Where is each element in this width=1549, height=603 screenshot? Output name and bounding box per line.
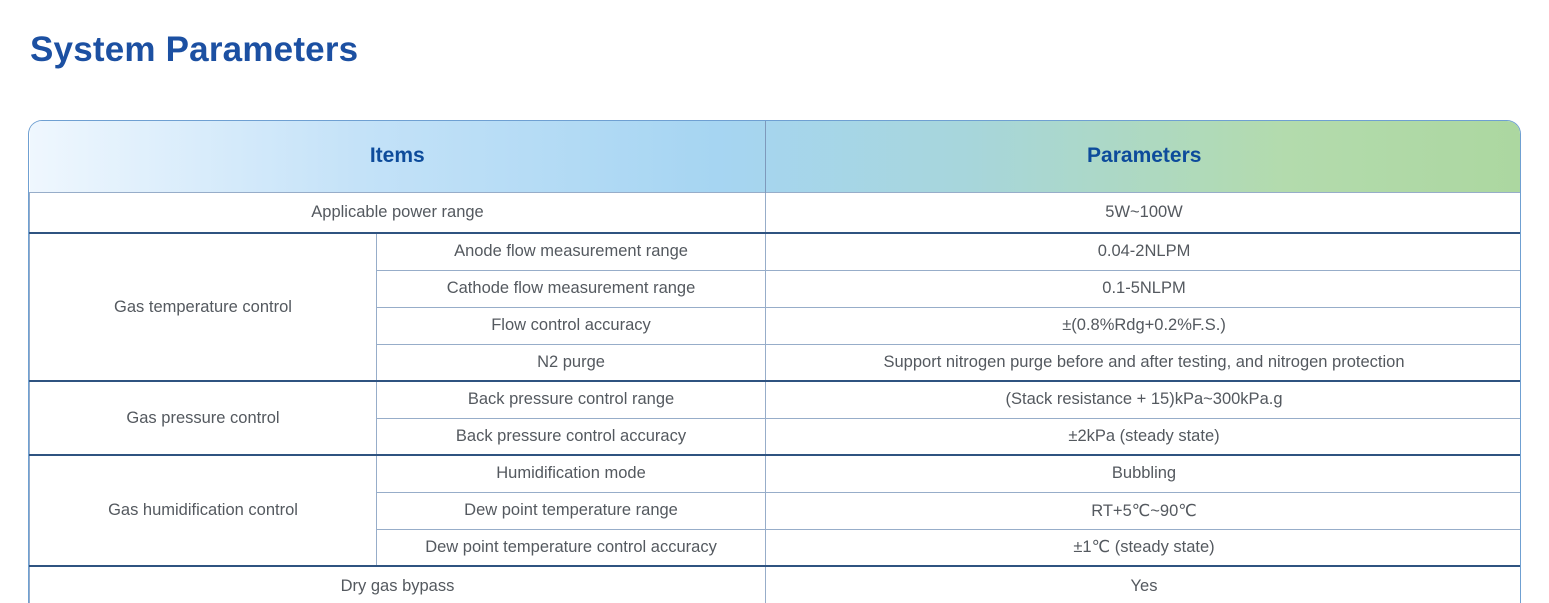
value-cell: 0.1-5NLPM (765, 269, 1520, 308)
value-cell: 5W~100W (765, 191, 1520, 234)
item-cell: Back pressure control accuracy (375, 417, 767, 456)
value-cell: RT+5℃~90℃ (765, 491, 1520, 530)
table-header-row: Items Parameters (29, 121, 1520, 192)
table-row: Dry gas bypass Yes (29, 565, 1520, 603)
item-cell: Dew point temperature range (375, 491, 767, 530)
value-cell: Bubbling (765, 454, 1520, 493)
value-cell: (Stack resistance + 15)kPa~300kPa.g (765, 380, 1520, 419)
value-cell: ±(0.8%Rdg+0.2%F.S.) (765, 306, 1520, 345)
group-cell: Gas temperature control (29, 232, 377, 382)
value-cell: ±2kPa (steady state) (765, 417, 1520, 456)
column-header-items: Items (369, 144, 425, 168)
table-row: N2 purge Support nitrogen purge before a… (30, 343, 1520, 382)
table-row: Gas humidification control Humidificatio… (29, 454, 1520, 567)
system-parameters-table: Items Parameters Applicable power range … (28, 120, 1521, 603)
table-row: Gas pressure control Back pressure contr… (29, 380, 1520, 456)
item-cell: Cathode flow measurement range (375, 269, 767, 308)
table-row: Back pressure control accuracy ±2kPa (st… (30, 417, 1520, 456)
value-cell: Yes (765, 565, 1520, 603)
column-header-parameters: Parameters (765, 121, 1520, 192)
item-cell: N2 purge (375, 343, 767, 382)
table-row: Gas temperature control Anode flow measu… (29, 232, 1520, 382)
table-row: Applicable power range 5W~100W (29, 191, 1520, 234)
page-title: System Parameters (30, 30, 359, 69)
item-cell: Humidification mode (375, 454, 767, 493)
item-cell: Flow control accuracy (375, 306, 767, 345)
group-cell: Gas humidification control (29, 454, 377, 567)
item-cell: Applicable power range (29, 191, 767, 234)
group-cell: Gas pressure control (29, 380, 377, 456)
item-cell: Dew point temperature control accuracy (375, 528, 767, 567)
item-cell: Dry gas bypass (29, 565, 767, 603)
value-cell: 0.04-2NLPM (765, 232, 1520, 271)
item-cell: Back pressure control range (375, 380, 767, 419)
value-cell: Support nitrogen purge before and after … (765, 343, 1520, 382)
item-cell: Anode flow measurement range (375, 232, 767, 271)
value-cell: ±1℃ (steady state) (765, 528, 1520, 567)
table-row: Dew point temperature control accuracy ±… (30, 528, 1520, 567)
